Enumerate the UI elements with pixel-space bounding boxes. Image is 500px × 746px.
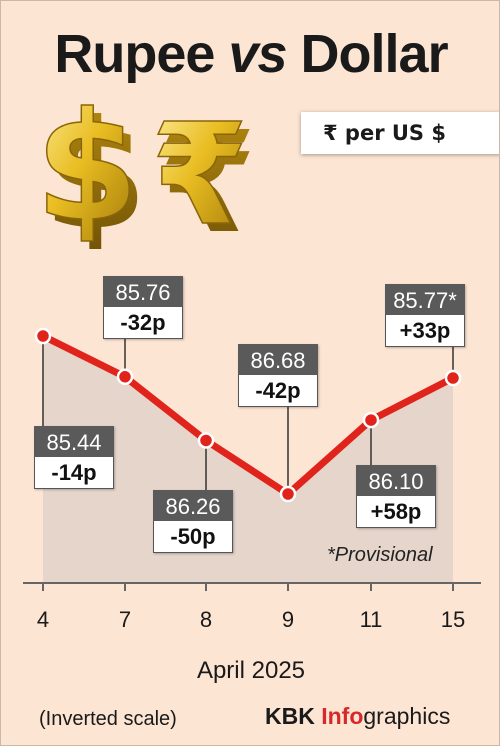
credit-info: Info	[321, 703, 364, 729]
svg-text:₹: ₹	[159, 102, 256, 249]
unit-label: ₹ per US $	[323, 121, 446, 145]
value-label: 86.68	[238, 344, 318, 375]
data-label: 85.76 -32p	[103, 276, 183, 339]
x-axis-label: April 2025	[196, 657, 306, 684]
credit-graphics: graphics	[363, 703, 451, 729]
svg-text:$: $	[35, 99, 139, 249]
value-label: 85.44	[34, 426, 114, 457]
x-tick-label: 7	[119, 607, 131, 632]
data-label: 86.10 +58p	[356, 465, 436, 528]
value-label: 86.10	[356, 465, 436, 496]
provisional-note: *Provisional	[327, 544, 433, 566]
data-label: 85.77* +33p	[385, 284, 465, 347]
data-point	[34, 327, 52, 345]
area-fill	[43, 336, 453, 583]
title-vs: vs	[228, 24, 287, 84]
title-rupee: Rupee	[54, 24, 215, 84]
title-dollar: Dollar	[300, 24, 449, 84]
change-label: -14p	[34, 457, 114, 489]
rupee-coin-icon: ₹ ₹	[150, 99, 256, 249]
inverted-scale-note: (Inverted scale)	[39, 708, 177, 730]
x-tick-label: 15	[441, 607, 465, 632]
data-label: 86.26 -50p	[153, 490, 233, 553]
series-line	[39, 332, 457, 498]
change-label: -32p	[103, 307, 183, 339]
change-label: -42p	[238, 375, 318, 407]
data-point	[279, 485, 297, 503]
dollar-coin-icon: $ $	[34, 99, 147, 249]
data-point	[444, 369, 462, 387]
value-label: 85.76	[103, 276, 183, 307]
svg-text:₹: ₹	[151, 99, 248, 249]
credit-logo: KBK Infographics	[265, 703, 450, 730]
data-label: 86.68 -42p	[238, 344, 318, 407]
unit-label-box: ₹ per US $	[301, 112, 499, 154]
data-point	[197, 432, 215, 449]
data-point	[362, 411, 380, 429]
x-tick-label: 4	[37, 607, 49, 632]
change-label: +33p	[385, 315, 465, 347]
svg-text:$: $	[43, 99, 147, 249]
change-label: +58p	[356, 496, 436, 528]
x-tick-label: 8	[200, 607, 212, 632]
data-point	[116, 368, 134, 386]
x-tick-label: 11	[360, 607, 383, 632]
currency-coins: $ $ ₹ ₹	[34, 99, 256, 249]
credit-kbk: KBK	[265, 703, 315, 729]
change-label: -50p	[153, 521, 233, 553]
value-label: 86.26	[153, 490, 233, 521]
value-label: 85.77*	[385, 284, 465, 315]
chart-title: Rupee vs Dollar	[1, 23, 499, 85]
data-label: 85.44 -14p	[34, 426, 114, 489]
x-tick-label: 9	[282, 607, 294, 632]
